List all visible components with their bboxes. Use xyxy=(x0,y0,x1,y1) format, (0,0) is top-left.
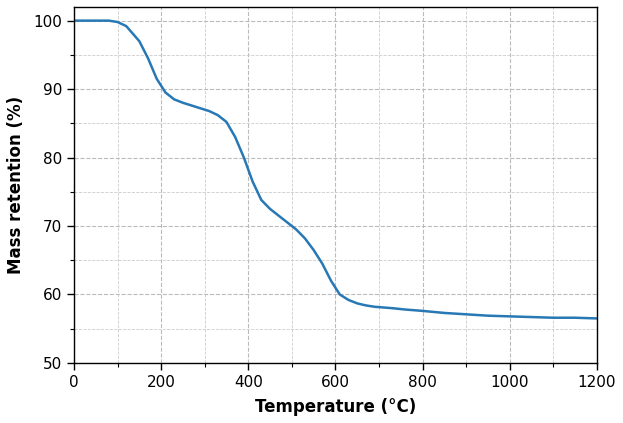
Y-axis label: Mass retention (%): Mass retention (%) xyxy=(7,96,25,274)
X-axis label: Temperature (°C): Temperature (°C) xyxy=(255,398,416,416)
